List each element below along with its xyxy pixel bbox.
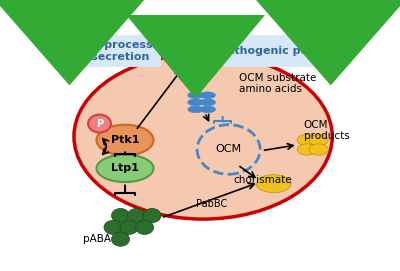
FancyBboxPatch shape xyxy=(224,35,344,67)
Ellipse shape xyxy=(96,125,154,155)
Circle shape xyxy=(88,115,111,133)
Ellipse shape xyxy=(96,155,154,182)
Ellipse shape xyxy=(309,134,328,146)
Text: OCM substrate
amino acids: OCM substrate amino acids xyxy=(239,73,316,94)
Ellipse shape xyxy=(200,99,216,106)
Ellipse shape xyxy=(256,175,291,193)
Circle shape xyxy=(112,232,130,246)
Circle shape xyxy=(112,208,130,223)
Ellipse shape xyxy=(188,99,204,106)
Ellipse shape xyxy=(297,144,316,155)
Ellipse shape xyxy=(74,54,332,219)
Ellipse shape xyxy=(297,134,316,146)
FancyBboxPatch shape xyxy=(53,35,161,67)
Wedge shape xyxy=(188,50,218,76)
Text: PabBC: PabBC xyxy=(196,199,227,209)
Text: Gingipain processing
and secretion: Gingipain processing and secretion xyxy=(42,40,172,62)
Circle shape xyxy=(120,220,138,234)
Circle shape xyxy=(128,208,146,223)
Text: OCM: OCM xyxy=(216,144,242,154)
Ellipse shape xyxy=(200,92,216,99)
Wedge shape xyxy=(175,34,203,57)
Text: P: P xyxy=(96,118,103,128)
Text: Ptk1: Ptk1 xyxy=(111,135,139,145)
Ellipse shape xyxy=(188,92,204,99)
Text: Ltp1: Ltp1 xyxy=(111,163,139,173)
Ellipse shape xyxy=(309,144,328,155)
Wedge shape xyxy=(164,42,194,68)
Text: chorismate: chorismate xyxy=(233,175,292,185)
Circle shape xyxy=(143,208,161,223)
Circle shape xyxy=(104,220,122,234)
Text: OCM
products: OCM products xyxy=(304,120,350,141)
Text: pABA: pABA xyxy=(83,234,111,244)
Text: Pathogenic potential: Pathogenic potential xyxy=(219,46,349,56)
Ellipse shape xyxy=(200,106,216,113)
Circle shape xyxy=(136,220,154,234)
Ellipse shape xyxy=(188,106,204,113)
